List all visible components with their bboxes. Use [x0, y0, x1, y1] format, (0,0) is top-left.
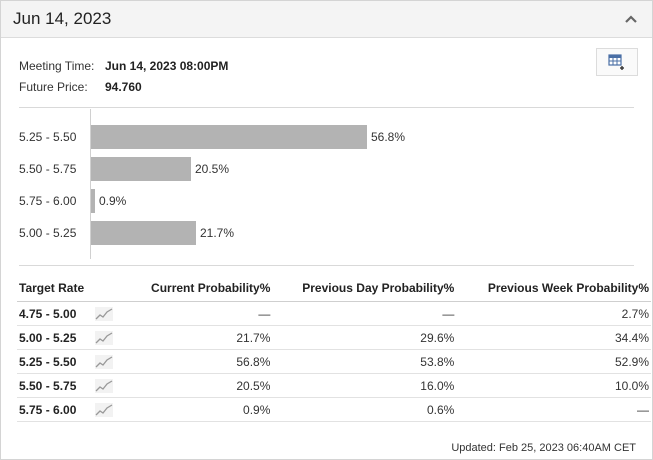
meeting-meta: Meeting Time: Jun 14, 2023 08:00PM Futur… [19, 55, 228, 97]
table-view-button[interactable] [596, 48, 638, 76]
current-probability-cell: 56.8% [127, 349, 273, 374]
bar-row: 5.25 - 5.50 56.8% [1, 124, 652, 150]
probability-bar[interactable] [91, 125, 367, 149]
prev-day-probability-cell: — [272, 301, 457, 326]
bar-category-label: 5.25 - 5.50 [19, 130, 77, 144]
bar-category-label: 5.50 - 5.75 [19, 162, 77, 176]
col-header-prev-week: Previous Week Probability% [456, 275, 651, 302]
probability-table: Target Rate Current Probability% Previou… [17, 275, 651, 422]
future-price-value: 94.760 [105, 79, 142, 94]
probability-bar[interactable] [91, 189, 95, 213]
bar-value-label: 56.8% [371, 130, 406, 144]
sparkline-cell [93, 325, 127, 350]
sparkline-button[interactable] [95, 402, 113, 417]
prev-day-probability-cell: 0.6% [272, 397, 457, 422]
target-rate-cell: 5.00 - 5.25 [17, 325, 93, 350]
future-price-label: Future Price: [19, 79, 88, 94]
table-row: 4.75 - 5.00— —2.7% [17, 301, 651, 326]
col-header-prev-day: Previous Day Probability% [272, 275, 457, 302]
prev-week-probability-cell: 10.0% [456, 373, 651, 398]
bar-row: 5.00 - 5.25 21.7% [1, 220, 652, 246]
sparkline-button[interactable] [95, 378, 113, 393]
sparkline-button[interactable] [95, 354, 113, 369]
probability-bar[interactable] [91, 221, 196, 245]
collapse-button[interactable] [622, 10, 640, 28]
bar-value-label: 0.9% [99, 194, 127, 208]
table-row: 5.00 - 5.25 21.7% 29.6% 34.4% [17, 325, 651, 350]
sparkline-button[interactable] [95, 306, 113, 321]
bar-category-label: 5.00 - 5.25 [19, 226, 77, 240]
sparkline-icon [95, 402, 113, 417]
bar-value-label: 21.7% [200, 226, 235, 240]
meeting-time-label: Meeting Time: [19, 58, 95, 73]
sparkline-icon [95, 306, 113, 321]
panel-header[interactable]: Jun 14, 2023 [1, 1, 652, 38]
prev-day-probability-cell: 53.8% [272, 349, 457, 374]
prev-week-probability-cell: 52.9% [456, 349, 651, 374]
current-probability-cell: 0.9% [127, 397, 273, 422]
sparkline-cell [93, 373, 127, 398]
target-rate-cell: 5.50 - 5.75 [17, 373, 93, 398]
prev-day-probability-cell: 29.6% [272, 325, 457, 350]
chevron-up-icon [625, 15, 637, 23]
prev-week-probability-cell: 2.7% [456, 301, 651, 326]
chart-divider [19, 265, 634, 266]
table-row: 5.75 - 6.00 0.9% 0.6% — [17, 397, 651, 422]
bar-row: 5.75 - 6.00 0.9% [1, 188, 652, 214]
sparkline-icon [95, 378, 113, 393]
prev-week-probability-cell: 34.4% [456, 325, 651, 350]
target-rate-cell: 5.75 - 6.00 [17, 397, 93, 422]
sparkline-icon [95, 330, 113, 345]
sparkline-cell [93, 349, 127, 374]
table-row: 5.25 - 5.50 56.8% 53.8% 52.9% [17, 349, 651, 374]
sparkline-cell [93, 397, 127, 422]
prev-day-probability-cell: 16.0% [272, 373, 457, 398]
col-header-spacer [93, 275, 127, 302]
target-rate-cell: 4.75 - 5.00 [17, 301, 93, 326]
bar-category-label: 5.75 - 6.00 [19, 194, 77, 208]
table-row: 5.50 - 5.75 20.5% 16.0% 10.0% [17, 373, 651, 398]
chart-axis-line [90, 109, 91, 259]
probability-bar[interactable] [91, 157, 191, 181]
current-probability-cell: 20.5% [127, 373, 273, 398]
meeting-time-value: Jun 14, 2023 08:00PM [105, 58, 229, 73]
table-header-row: Target Rate Current Probability% Previou… [17, 275, 651, 302]
probability-bar-chart: 5.25 - 5.50 56.8% 5.50 - 5.75 20.5% 5.75 - 6… [1, 109, 652, 259]
table-plus-icon [608, 54, 624, 70]
sparkline-icon [95, 354, 113, 369]
bar-row: 5.50 - 5.75 20.5% [1, 156, 652, 182]
meta-divider [19, 107, 634, 108]
prev-week-probability-cell: — [456, 397, 651, 422]
bar-value-label: 20.5% [195, 162, 230, 176]
updated-timestamp: Updated: Feb 25, 2023 06:40AM CET [451, 442, 636, 454]
current-probability-cell: 21.7% [127, 325, 273, 350]
sparkline-button[interactable] [95, 330, 113, 345]
meeting-date-title: Jun 14, 2023 [13, 9, 112, 28]
col-header-current: Current Probability% [127, 275, 273, 302]
current-probability-cell: — [127, 301, 273, 326]
target-rate-cell: 5.25 - 5.50 [17, 349, 93, 374]
col-header-target-rate: Target Rate [17, 275, 93, 302]
sparkline-cell [93, 301, 127, 326]
